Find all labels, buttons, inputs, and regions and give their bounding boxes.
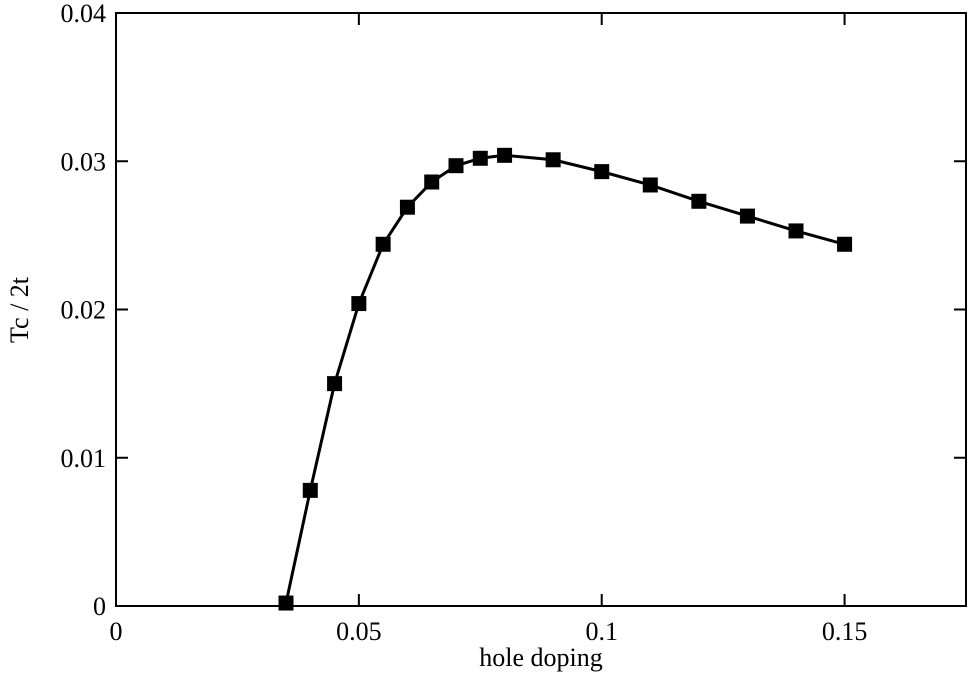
y-tick-label: 0.02 (61, 296, 107, 325)
marker (497, 147, 513, 163)
y-tick-label: 0.01 (61, 444, 107, 473)
marker (448, 158, 464, 174)
marker (545, 152, 561, 168)
marker (472, 150, 488, 166)
x-tick-label: 0.05 (336, 617, 382, 646)
plot-frame (115, 12, 967, 607)
marker (837, 236, 853, 252)
marker (399, 199, 415, 215)
marker (375, 236, 391, 252)
marker (278, 595, 294, 611)
x-axis-label: hole doping (479, 643, 603, 672)
marker (302, 482, 318, 498)
y-tick-label: 0.03 (61, 147, 107, 176)
marker (691, 193, 707, 209)
marker (642, 177, 658, 193)
marker (424, 174, 440, 190)
x-tick-label: 0.1 (585, 617, 618, 646)
y-axis-label: Tc / 2t (5, 276, 34, 343)
y-tick-label: 0 (93, 592, 106, 621)
marker (351, 296, 367, 312)
marker (739, 208, 755, 224)
series-line (284, 153, 845, 604)
x-tick-label: 0 (110, 617, 123, 646)
x-tick-label: 0.15 (822, 617, 868, 646)
marker (594, 164, 610, 180)
marker (327, 376, 343, 392)
y-tick-label: 0.04 (61, 0, 107, 28)
marker (788, 223, 804, 239)
